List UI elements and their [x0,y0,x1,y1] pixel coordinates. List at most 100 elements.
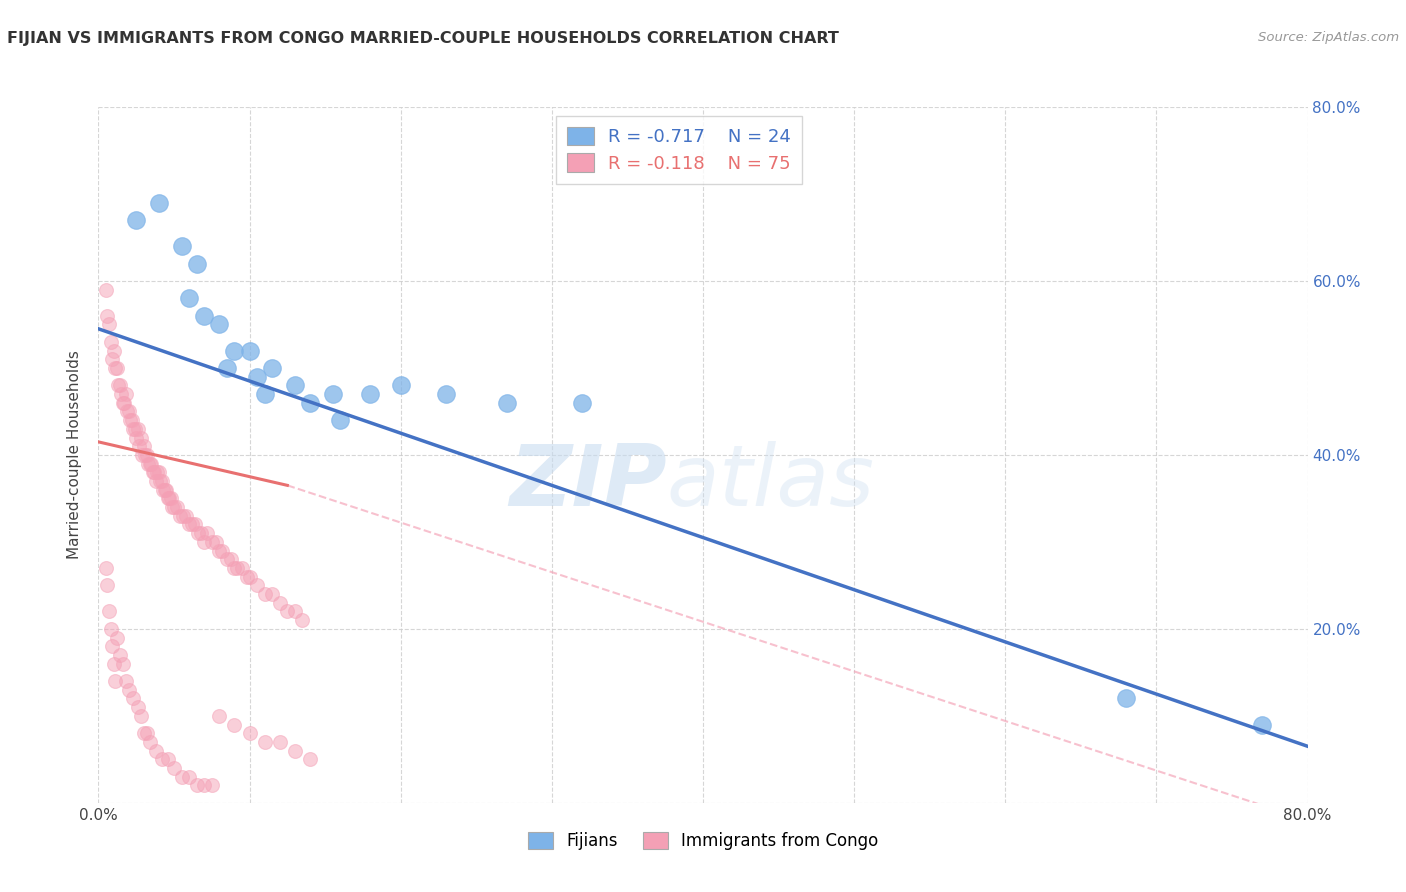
Text: ZIP: ZIP [509,442,666,524]
Point [211,543,233,558]
Point [224,561,246,575]
Point [111,657,134,671]
Point [262,587,284,601]
Point [239,570,262,584]
Point [226,561,249,575]
Point [322,387,344,401]
Point [108,378,131,392]
Point [169,508,191,523]
Point [142,466,165,480]
Point [495,395,517,409]
Point [153,483,176,497]
Point [156,491,179,506]
Point [179,517,201,532]
Point [215,552,238,566]
Point [179,291,201,305]
Point [120,413,142,427]
Point [193,309,215,323]
Point [276,605,298,619]
Text: FIJIAN VS IMMIGRANTS FROM CONGO MARRIED-COUPLE HOUSEHOLDS CORRELATION CHART: FIJIAN VS IMMIGRANTS FROM CONGO MARRIED-… [7,31,839,46]
Point [124,422,146,436]
Point [208,318,231,332]
Point [284,378,307,392]
Point [114,387,136,401]
Y-axis label: Married-couple Households: Married-couple Households [67,351,83,559]
Point [110,387,132,401]
Point [141,457,163,471]
Point [125,430,148,444]
Point [105,360,128,375]
Point [155,483,177,497]
Point [111,395,134,409]
Point [96,309,118,323]
Point [150,752,173,766]
Point [132,439,155,453]
Point [172,508,194,523]
Point [179,770,201,784]
Point [104,674,127,689]
Point [269,735,291,749]
Point [128,439,150,453]
Point [215,360,238,375]
Point [163,500,186,514]
Point [94,283,117,297]
Legend: Fijians, Immigrants from Congo: Fijians, Immigrants from Congo [522,826,884,857]
Point [291,613,314,627]
Point [181,517,204,532]
Point [231,561,253,575]
Point [150,474,173,488]
Point [100,334,122,349]
Point [98,318,121,332]
Point [284,605,307,619]
Point [201,778,224,793]
Point [98,605,121,619]
Point [149,474,172,488]
Point [135,448,157,462]
Point [184,517,207,532]
Point [239,343,262,358]
Point [1251,717,1274,731]
Point [104,360,127,375]
Point [434,387,457,401]
Point [235,570,257,584]
Point [108,648,131,662]
Point [190,526,212,541]
Point [269,596,291,610]
Point [121,413,143,427]
Point [135,726,157,740]
Point [103,343,125,358]
Point [134,448,156,462]
Point [262,360,284,375]
Point [146,466,169,480]
Point [193,534,215,549]
Point [122,422,145,436]
Point [187,526,209,541]
Point [170,239,193,253]
Point [299,395,322,409]
Point [115,404,138,418]
Point [143,466,166,480]
Point [129,708,152,723]
Point [205,534,228,549]
Point [100,622,122,636]
Point [246,578,269,592]
Point [1115,691,1137,706]
Point [148,466,170,480]
Point [105,631,128,645]
Point [114,674,136,689]
Point [145,474,167,488]
Point [174,508,197,523]
Text: atlas: atlas [666,442,875,524]
Point [94,561,117,575]
Point [208,708,231,723]
Point [127,700,149,714]
Point [129,430,152,444]
Point [159,491,181,506]
Point [284,744,307,758]
Point [122,691,145,706]
Point [152,483,174,497]
Point [162,500,184,514]
Point [329,413,352,427]
Point [127,422,149,436]
Point [571,395,593,409]
